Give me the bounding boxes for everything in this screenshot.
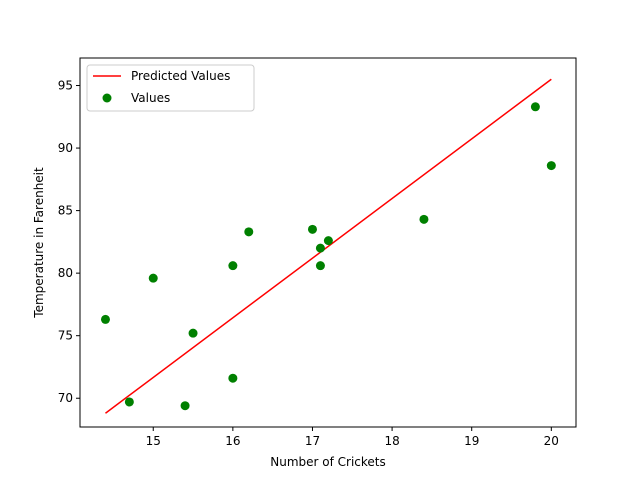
data-point [530,102,540,112]
data-point [180,401,190,411]
x-tick-label: 17 [305,434,320,448]
data-point [228,373,238,383]
data-point [124,397,134,407]
y-tick-label: 75 [58,329,73,343]
legend-label-values: Values [131,91,170,105]
data-point [419,214,429,224]
legend-label-predicted: Predicted Values [131,69,230,83]
series-layer [100,78,556,414]
legend-point-swatch [102,93,112,103]
plot-area [79,57,577,428]
y-axis: 70 75 80 85 90 95 [58,79,80,405]
y-tick-label: 80 [58,266,73,280]
x-tick-label: 18 [384,434,399,448]
data-point [307,224,317,234]
y-tick-label: 70 [58,391,73,405]
data-point [315,261,325,271]
data-point [100,314,110,324]
data-point [188,328,198,338]
y-tick-label: 85 [58,204,73,218]
y-axis-label: Temperature in Farenheit [32,167,46,319]
data-point [228,261,238,271]
x-tick-label: 20 [544,434,559,448]
x-axis-label: Number of Crickets [270,455,386,469]
data-point [546,161,556,171]
data-point [148,273,158,283]
x-tick-label: 15 [146,434,161,448]
data-point [323,236,333,246]
predicted-values-line [105,78,552,414]
x-axis: 15 16 17 18 19 20 [146,427,559,448]
data-point [315,243,325,253]
legend: Predicted Values Values [86,64,255,112]
data-point [244,227,254,237]
legend-frame [86,64,255,112]
y-tick-label: 90 [58,141,73,155]
x-tick-label: 16 [225,434,240,448]
x-tick-label: 19 [464,434,479,448]
y-tick-label: 95 [58,79,73,93]
